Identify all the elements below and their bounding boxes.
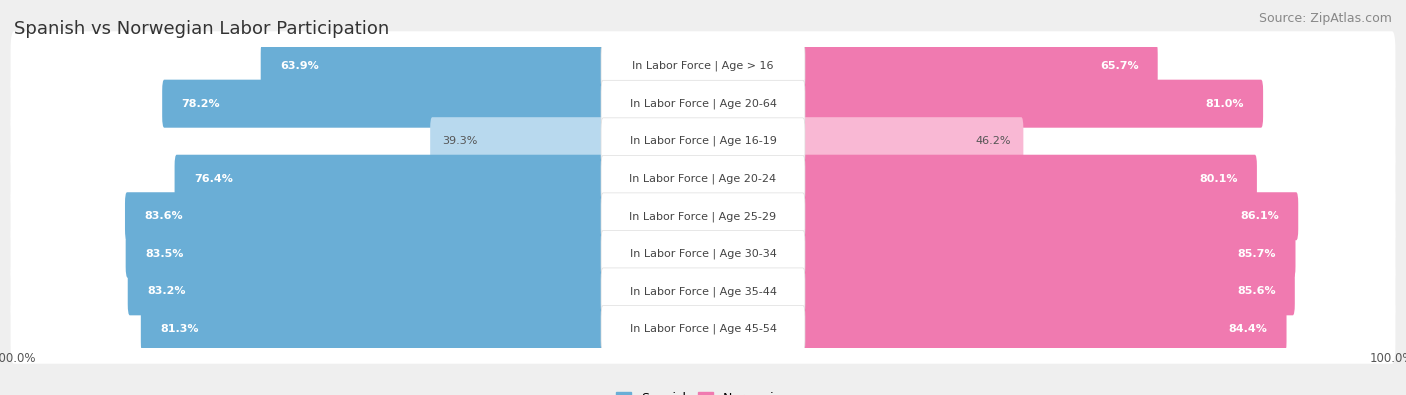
FancyBboxPatch shape <box>600 43 806 90</box>
FancyBboxPatch shape <box>11 106 1395 176</box>
FancyBboxPatch shape <box>702 155 1257 203</box>
Text: 83.6%: 83.6% <box>145 211 183 221</box>
FancyBboxPatch shape <box>11 219 1395 289</box>
Text: In Labor Force | Age > 16: In Labor Force | Age > 16 <box>633 61 773 71</box>
Text: In Labor Force | Age 25-29: In Labor Force | Age 25-29 <box>630 211 776 222</box>
FancyBboxPatch shape <box>430 117 704 165</box>
FancyBboxPatch shape <box>174 155 704 203</box>
FancyBboxPatch shape <box>11 256 1395 326</box>
FancyBboxPatch shape <box>600 230 806 277</box>
FancyBboxPatch shape <box>600 268 806 315</box>
Text: 83.5%: 83.5% <box>145 249 183 259</box>
FancyBboxPatch shape <box>702 192 1298 240</box>
FancyBboxPatch shape <box>702 42 1157 90</box>
FancyBboxPatch shape <box>11 294 1395 364</box>
Text: 46.2%: 46.2% <box>976 136 1011 146</box>
Text: 76.4%: 76.4% <box>194 174 233 184</box>
Text: In Labor Force | Age 35-44: In Labor Force | Age 35-44 <box>630 286 776 297</box>
Text: 86.1%: 86.1% <box>1240 211 1279 221</box>
Text: 85.6%: 85.6% <box>1237 286 1275 296</box>
FancyBboxPatch shape <box>141 305 704 353</box>
FancyBboxPatch shape <box>260 42 704 90</box>
FancyBboxPatch shape <box>702 267 1295 315</box>
Text: 85.7%: 85.7% <box>1237 249 1277 259</box>
FancyBboxPatch shape <box>11 69 1395 139</box>
Text: 80.1%: 80.1% <box>1199 174 1237 184</box>
FancyBboxPatch shape <box>702 230 1295 278</box>
FancyBboxPatch shape <box>600 305 806 352</box>
Text: In Labor Force | Age 20-64: In Labor Force | Age 20-64 <box>630 98 776 109</box>
FancyBboxPatch shape <box>11 144 1395 214</box>
Legend: Spanish, Norwegian: Spanish, Norwegian <box>613 389 793 395</box>
Text: 84.4%: 84.4% <box>1229 324 1267 334</box>
Text: 81.0%: 81.0% <box>1205 99 1244 109</box>
Text: In Labor Force | Age 45-54: In Labor Force | Age 45-54 <box>630 324 776 334</box>
Text: 81.3%: 81.3% <box>160 324 198 334</box>
FancyBboxPatch shape <box>702 117 1024 165</box>
Text: 83.2%: 83.2% <box>148 286 186 296</box>
Text: Source: ZipAtlas.com: Source: ZipAtlas.com <box>1258 12 1392 25</box>
FancyBboxPatch shape <box>600 118 806 165</box>
Text: 39.3%: 39.3% <box>443 136 478 146</box>
FancyBboxPatch shape <box>702 80 1263 128</box>
FancyBboxPatch shape <box>600 80 806 127</box>
Text: Spanish vs Norwegian Labor Participation: Spanish vs Norwegian Labor Participation <box>14 19 389 38</box>
FancyBboxPatch shape <box>125 192 704 240</box>
Text: 63.9%: 63.9% <box>280 61 319 71</box>
Text: In Labor Force | Age 20-24: In Labor Force | Age 20-24 <box>630 173 776 184</box>
FancyBboxPatch shape <box>128 267 704 315</box>
FancyBboxPatch shape <box>125 230 704 278</box>
Text: In Labor Force | Age 16-19: In Labor Force | Age 16-19 <box>630 136 776 147</box>
FancyBboxPatch shape <box>11 31 1395 101</box>
FancyBboxPatch shape <box>600 193 806 240</box>
FancyBboxPatch shape <box>600 155 806 202</box>
Text: 78.2%: 78.2% <box>181 99 221 109</box>
FancyBboxPatch shape <box>162 80 704 128</box>
FancyBboxPatch shape <box>11 181 1395 251</box>
Text: 65.7%: 65.7% <box>1099 61 1139 71</box>
Text: In Labor Force | Age 30-34: In Labor Force | Age 30-34 <box>630 248 776 259</box>
FancyBboxPatch shape <box>702 305 1286 353</box>
